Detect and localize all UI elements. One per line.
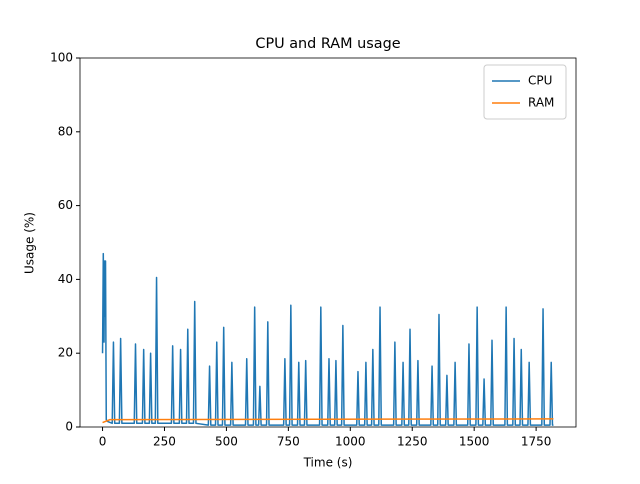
x-tick-label: 1750 [521,435,552,449]
y-tick-label: 20 [58,346,73,360]
x-axis-label: Time (s) [303,456,353,470]
x-tick-label: 500 [215,435,238,449]
y-tick-label: 80 [58,124,73,138]
y-tick-label: 0 [65,420,73,434]
x-tick-label: 1500 [459,435,490,449]
series-line [101,252,554,426]
x-tick-label: 250 [153,435,176,449]
x-tick-label: 750 [277,435,300,449]
legend-label: CPU [528,74,552,88]
y-tick-label: 40 [58,272,73,286]
series-line [102,418,554,424]
chart-title: CPU and RAM usage [255,36,400,52]
x-tick-label: 1250 [397,435,428,449]
legend-label: RAM [528,96,554,110]
y-tick-label: 60 [58,198,73,212]
legend-box [483,64,567,120]
x-tick-label: 0 [99,435,107,449]
x-tick-label: 1000 [335,435,366,449]
y-tick-label: 100 [50,51,73,65]
y-axis-label: Usage (%) [23,212,37,274]
plot-frame [79,57,577,428]
